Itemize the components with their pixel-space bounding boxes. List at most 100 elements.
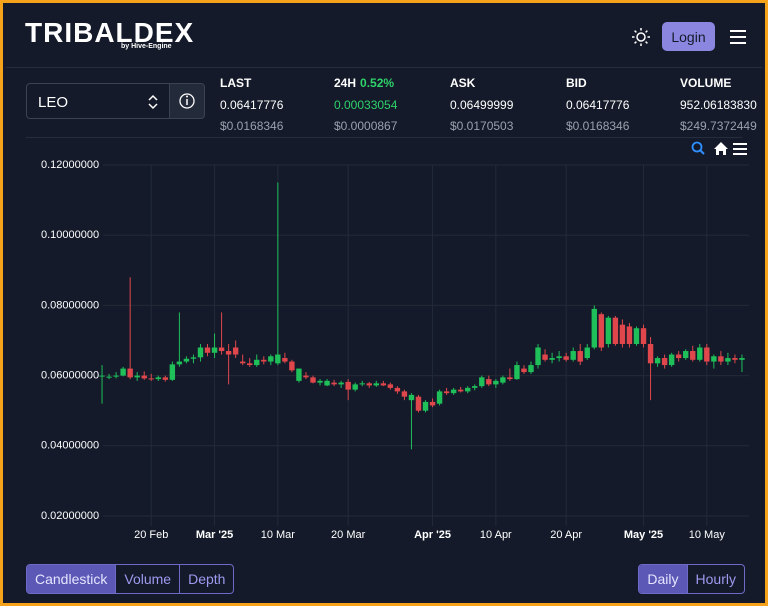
candle-body — [598, 314, 605, 348]
stat-value: 0.06417776 — [566, 98, 630, 112]
stat-change: 0.52% — [360, 76, 395, 90]
candle-body — [443, 391, 450, 394]
stat-label-text: LAST — [220, 76, 252, 90]
stat: 24H 0.52% 0.00033054 $0.0000867 — [334, 76, 397, 133]
stat-usd: $0.0168346 — [566, 119, 630, 133]
candle-body — [640, 328, 647, 345]
candle-body — [711, 356, 717, 362]
theme-toggle[interactable] — [631, 27, 651, 47]
candle-body — [415, 396, 422, 411]
y-tick-label: 0.06000000 — [41, 370, 99, 382]
candle-body — [584, 347, 590, 359]
candle-body — [563, 356, 569, 360]
stat-label: VOLUME — [680, 76, 757, 90]
chart-tab[interactable]: Depth — [179, 565, 233, 593]
chart-tab[interactable]: Volume — [115, 565, 179, 593]
candle-body — [704, 347, 710, 362]
y-tick-label: 0.08000000 — [41, 299, 99, 311]
stat-label-text: VOLUME — [680, 76, 732, 90]
stat-label: 24H 0.52% — [334, 76, 397, 90]
candle-body — [239, 361, 246, 364]
stat-label: BID — [566, 76, 629, 90]
logo[interactable]: TRIBALDEX — [25, 17, 195, 48]
home-icon[interactable] — [714, 142, 728, 155]
candle-body — [254, 359, 260, 366]
stat-label-text: BID — [566, 76, 587, 90]
candle-body — [500, 377, 506, 383]
candle-body — [507, 377, 513, 380]
info-icon — [179, 93, 195, 109]
candle-body — [408, 394, 415, 401]
x-tick-label: 20 Apr — [550, 529, 582, 541]
candle-body — [591, 308, 597, 348]
info-button[interactable] — [169, 83, 205, 119]
candle-body — [176, 361, 183, 365]
zoom-icon[interactable] — [691, 141, 705, 155]
candle-body — [690, 351, 696, 360]
candle-body — [387, 384, 394, 388]
candle-body — [535, 347, 541, 366]
candlestick-chart: 0.02000000 0.04000000 0.06000000 0.08000000… — [41, 159, 749, 541]
candle-body — [296, 368, 302, 381]
candle-body — [169, 364, 176, 380]
candle-body — [605, 317, 612, 345]
stat: BID 0.06417776 $0.0168346 — [566, 76, 629, 133]
candle-body — [127, 368, 133, 378]
login-button[interactable]: Login — [662, 22, 715, 51]
candle-body — [429, 401, 436, 406]
divider — [6, 67, 762, 68]
x-tick-label: 10 May — [689, 529, 726, 541]
stat-usd: $0.0170503 — [450, 119, 514, 133]
chart-type-tabs: Candlestick Volume Depth — [26, 564, 235, 594]
candle-body — [338, 382, 344, 385]
candle-body — [612, 317, 619, 345]
candle-body — [394, 387, 401, 392]
candle-body — [514, 365, 520, 380]
stat-label-text: 24H — [334, 76, 357, 90]
divider — [26, 137, 742, 138]
candle-body — [268, 356, 274, 362]
interval-tab[interactable]: Hourly — [686, 565, 744, 593]
candle-body — [225, 351, 232, 355]
x-tick-label: 10 Mar — [261, 529, 296, 541]
token-symbol: LEO — [38, 94, 69, 111]
candle-body — [556, 356, 562, 359]
x-tick-label: 20 Feb — [134, 529, 168, 541]
candle-body — [654, 358, 661, 364]
chart-tab[interactable]: Candlestick — [27, 565, 116, 593]
candle-body — [141, 375, 147, 379]
candle-body — [457, 389, 464, 392]
candle-body — [324, 380, 330, 386]
y-tick-label: 0.12000000 — [41, 159, 99, 171]
chart-toolbar — [691, 141, 747, 155]
candle-body — [697, 347, 703, 360]
candle-body — [401, 391, 408, 397]
y-tick-label: 0.04000000 — [41, 440, 99, 452]
candle-body — [204, 347, 211, 353]
candle-body — [99, 375, 105, 377]
candle-body — [247, 363, 253, 366]
candle-body — [577, 351, 583, 362]
candle-body — [436, 391, 443, 404]
candle-body — [465, 387, 471, 392]
x-tick-label: 20 Mar — [331, 529, 366, 541]
candle-body — [148, 378, 154, 380]
candle-body — [633, 328, 640, 345]
candle-body — [732, 358, 738, 360]
stat-value: 0.06417776 — [220, 98, 284, 112]
candle-body — [570, 351, 576, 360]
candle-body — [162, 377, 169, 380]
interval-tab[interactable]: Daily — [639, 565, 687, 593]
candle-body — [352, 384, 358, 390]
candle-body — [739, 358, 745, 360]
candle-body — [317, 380, 323, 383]
menu-button[interactable] — [729, 29, 747, 45]
candle-body — [232, 347, 239, 355]
candle-body — [718, 356, 724, 362]
candle-body — [450, 389, 457, 394]
candle-body — [675, 354, 682, 359]
stat-value: 0.06499999 — [450, 98, 514, 112]
chart-menu-icon[interactable] — [733, 143, 747, 155]
stat-usd: $0.0000867 — [334, 119, 398, 133]
x-tick-label: May '25 — [624, 529, 663, 541]
